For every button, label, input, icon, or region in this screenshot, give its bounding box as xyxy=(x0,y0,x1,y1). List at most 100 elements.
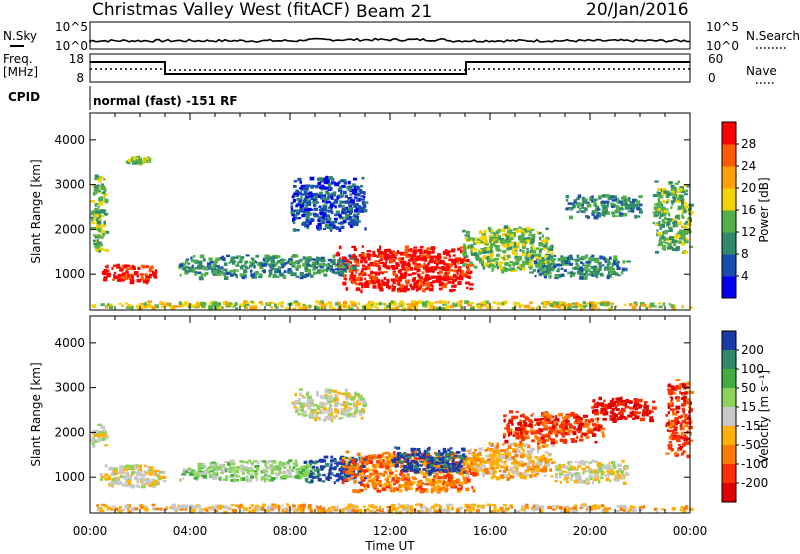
echo-cell xyxy=(148,269,154,273)
echo-cell xyxy=(295,189,299,192)
echo-cell xyxy=(318,205,322,208)
echo-cell xyxy=(610,275,613,278)
echo-cell xyxy=(494,260,497,265)
echo-cell xyxy=(346,463,351,467)
echo-cell xyxy=(461,270,465,274)
echo-cell xyxy=(611,199,617,202)
echo-cell xyxy=(464,234,470,237)
echo-cell xyxy=(465,300,470,303)
echo-cell xyxy=(578,266,584,269)
echo-cell xyxy=(285,306,290,310)
echo-cell xyxy=(521,250,525,253)
echo-cell xyxy=(332,269,335,273)
echo-cell xyxy=(378,459,383,463)
echo-cell xyxy=(443,461,448,465)
echo-cell xyxy=(493,244,498,248)
echo-cell xyxy=(99,217,102,221)
echo-cell xyxy=(481,473,485,477)
echo-cell xyxy=(373,483,378,487)
echo-cell xyxy=(179,266,182,270)
echo-cell xyxy=(597,463,600,468)
echo-cell xyxy=(395,446,401,450)
echo-cell xyxy=(555,474,559,479)
echo-cell xyxy=(531,234,535,239)
echo-cell xyxy=(594,477,599,481)
echo-cell xyxy=(106,264,109,269)
echo-cell xyxy=(193,470,198,474)
echo-cell xyxy=(457,487,462,491)
echo-cell xyxy=(194,271,198,274)
echo-cell xyxy=(416,481,420,484)
echo-cell xyxy=(313,213,318,218)
echo-cell xyxy=(436,257,441,261)
echo-cell xyxy=(502,266,506,271)
echo-cell xyxy=(503,418,506,423)
echo-cell xyxy=(556,263,561,267)
echo-cell xyxy=(109,466,114,471)
echo-cell xyxy=(382,262,387,266)
echo-cell xyxy=(330,463,333,467)
echo-cell xyxy=(314,271,318,275)
echo-cell xyxy=(426,479,431,483)
echo-cell xyxy=(495,246,500,251)
echo-cell xyxy=(652,221,656,225)
echo-cell xyxy=(394,274,397,278)
echo-cell xyxy=(449,464,453,468)
echo-cell xyxy=(611,461,616,465)
echo-cell xyxy=(231,256,236,259)
echo-cell xyxy=(383,303,386,306)
echo-cell xyxy=(611,470,615,474)
echo-cell xyxy=(390,307,393,310)
echo-cell xyxy=(506,449,509,454)
echo-cell xyxy=(610,302,614,305)
echo-cell xyxy=(209,301,213,304)
echo-cell xyxy=(339,457,343,461)
echo-cell xyxy=(270,468,275,472)
echo-cell xyxy=(588,474,593,478)
echo-cell xyxy=(481,233,487,236)
echo-cell xyxy=(668,226,673,229)
echo-cell xyxy=(216,273,221,276)
echo-cell xyxy=(663,217,667,220)
echo-cell xyxy=(594,270,600,275)
echo-cell xyxy=(456,454,460,458)
echo-cell xyxy=(335,253,340,256)
echo-cell xyxy=(431,306,436,310)
echo-cell xyxy=(105,213,107,216)
echo-cell xyxy=(620,472,624,476)
echo-cell xyxy=(277,303,280,306)
echo-cell xyxy=(579,268,584,272)
echo-cell xyxy=(149,466,154,470)
echo-cell xyxy=(321,221,326,224)
echo-cell xyxy=(140,273,144,276)
echo-cell xyxy=(352,489,357,493)
echo-cell xyxy=(154,304,159,309)
echo-cell xyxy=(397,276,401,280)
echo-cell xyxy=(634,203,639,207)
echo-cell xyxy=(286,468,292,473)
echo-cell xyxy=(373,477,378,481)
echo-cell xyxy=(254,470,258,473)
echo-cell xyxy=(153,271,157,276)
echo-cell xyxy=(587,461,590,465)
echo-cell xyxy=(677,221,682,225)
echo-cell xyxy=(476,463,481,468)
echo-cell xyxy=(405,266,409,269)
echo-cell xyxy=(306,463,309,466)
echo-cell xyxy=(521,252,526,256)
echo-cell xyxy=(448,475,453,479)
echo-cell xyxy=(137,266,141,270)
echo-cell xyxy=(366,283,370,287)
echo-cell xyxy=(582,301,586,305)
echo-cell xyxy=(188,266,192,270)
echo-cell xyxy=(339,221,344,225)
echo-cell xyxy=(389,260,394,264)
echo-cell xyxy=(127,274,131,277)
echo-cell xyxy=(263,479,267,483)
echo-cell xyxy=(294,475,300,479)
echo-cell xyxy=(196,478,199,481)
echo-cell xyxy=(674,182,679,185)
echo-cell xyxy=(325,179,330,183)
echo-cell xyxy=(408,273,412,276)
